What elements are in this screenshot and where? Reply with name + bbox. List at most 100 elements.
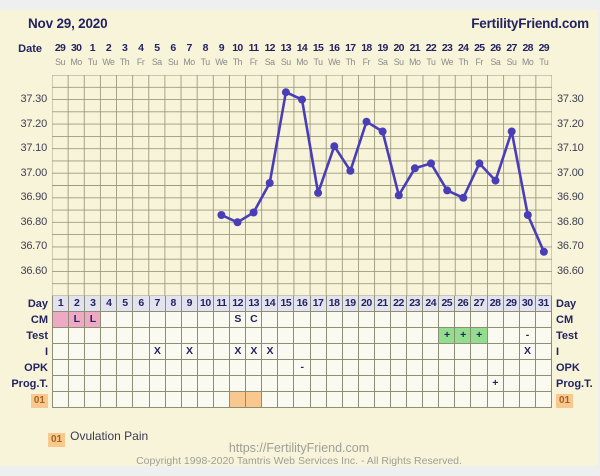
progt-cell-day-25[interactable]: [439, 376, 456, 392]
progt-cell-day-21[interactable]: [374, 376, 391, 392]
progt-cell-day-8[interactable]: [165, 376, 182, 392]
day-cell-day-20[interactable]: 20: [358, 296, 375, 312]
cm-cell-day-3[interactable]: L: [85, 312, 102, 328]
bbt-point[interactable]: [298, 95, 306, 104]
cm-cell-day-30[interactable]: [519, 312, 536, 328]
test-cell-day-21[interactable]: [374, 328, 391, 344]
i-cell-day-25[interactable]: [439, 344, 456, 360]
cm-cell-day-27[interactable]: [471, 312, 488, 328]
opk-cell-day-17[interactable]: [310, 360, 327, 376]
pain-cell-day-27[interactable]: [471, 392, 488, 408]
cm-cell-day-7[interactable]: [149, 312, 166, 328]
opk-cell-day-23[interactable]: [407, 360, 424, 376]
pain-cell-day-7[interactable]: [149, 392, 166, 408]
bbt-point[interactable]: [233, 218, 242, 227]
test-cell-day-18[interactable]: [326, 328, 343, 344]
i-cell-day-20[interactable]: [358, 344, 375, 360]
test-cell-day-30[interactable]: -: [519, 328, 536, 344]
bbt-point[interactable]: [459, 193, 468, 202]
opk-cell-day-15[interactable]: [278, 360, 295, 376]
progt-cell-day-5[interactable]: [117, 376, 134, 392]
i-cell-day-14[interactable]: X: [262, 344, 279, 360]
test-cell-day-6[interactable]: [133, 328, 150, 344]
bbt-point[interactable]: [427, 159, 435, 168]
opk-cell-day-11[interactable]: [213, 360, 231, 376]
opk-cell-day-22[interactable]: [390, 360, 408, 376]
opk-cell-day-20[interactable]: [358, 360, 375, 376]
cm-cell-day-14[interactable]: [262, 312, 279, 328]
test-cell-day-10[interactable]: [197, 328, 214, 344]
opk-cell-day-25[interactable]: [439, 360, 456, 376]
bbt-temperature-chart[interactable]: [52, 75, 552, 296]
i-cell-day-7[interactable]: X: [149, 344, 166, 360]
day-cell-day-31[interactable]: 31: [535, 296, 552, 312]
opk-cell-day-6[interactable]: [133, 360, 150, 376]
test-cell-day-5[interactable]: [117, 328, 134, 344]
opk-cell-day-5[interactable]: [117, 360, 134, 376]
pain-cell-day-11[interactable]: [213, 392, 231, 408]
cm-cell-day-13[interactable]: C: [246, 312, 263, 328]
bbt-point[interactable]: [410, 164, 419, 173]
test-cell-day-4[interactable]: [101, 328, 118, 344]
day-cell-day-21[interactable]: 21: [374, 296, 391, 312]
test-cell-day-27[interactable]: +: [471, 328, 488, 344]
day-cell-day-15[interactable]: 15: [278, 296, 295, 312]
opk-cell-day-2[interactable]: [69, 360, 86, 376]
progt-cell-day-12[interactable]: [230, 376, 247, 392]
pain-cell-day-24[interactable]: [423, 392, 440, 408]
pain-cell-day-6[interactable]: [133, 392, 150, 408]
bbt-point[interactable]: [265, 179, 274, 187]
i-cell-day-10[interactable]: [197, 344, 214, 360]
brand-logo-text[interactable]: FertilityFriend.com: [471, 16, 589, 31]
progt-cell-day-29[interactable]: [503, 376, 520, 392]
day-cell-day-7[interactable]: 7: [149, 296, 166, 312]
i-cell-day-12[interactable]: X: [230, 344, 247, 360]
cm-cell-day-22[interactable]: [390, 312, 408, 328]
day-cell-day-11[interactable]: 11: [213, 296, 231, 312]
day-cell-day-5[interactable]: 5: [117, 296, 134, 312]
pain-cell-day-17[interactable]: [310, 392, 327, 408]
cm-cell-day-25[interactable]: [439, 312, 456, 328]
progt-cell-day-11[interactable]: [213, 376, 231, 392]
opk-cell-day-27[interactable]: [471, 360, 488, 376]
test-cell-day-7[interactable]: [149, 328, 166, 344]
day-cell-day-19[interactable]: 19: [342, 296, 359, 312]
pain-cell-day-12[interactable]: [230, 392, 247, 408]
progt-cell-day-14[interactable]: [262, 376, 279, 392]
day-cell-day-18[interactable]: 18: [326, 296, 343, 312]
progt-cell-day-9[interactable]: [181, 376, 198, 392]
progt-cell-day-13[interactable]: [246, 376, 263, 392]
pain-cell-day-13[interactable]: [246, 392, 263, 408]
bbt-point[interactable]: [378, 127, 387, 136]
pain-cell-day-14[interactable]: [262, 392, 279, 408]
pain-cell-day-10[interactable]: [197, 392, 214, 408]
pain-cell-day-1[interactable]: [52, 392, 70, 408]
i-cell-day-6[interactable]: [133, 344, 150, 360]
opk-cell-day-18[interactable]: [326, 360, 343, 376]
day-cell-day-28[interactable]: 28: [487, 296, 504, 312]
pain-cell-day-31[interactable]: [535, 392, 552, 408]
pain-cell-day-25[interactable]: [439, 392, 456, 408]
test-cell-day-2[interactable]: [69, 328, 86, 344]
progt-cell-day-16[interactable]: [294, 376, 311, 392]
progt-cell-day-30[interactable]: [519, 376, 536, 392]
i-cell-day-26[interactable]: [455, 344, 472, 360]
i-cell-day-22[interactable]: [390, 344, 408, 360]
progt-cell-day-3[interactable]: [85, 376, 102, 392]
pain-cell-day-30[interactable]: [519, 392, 536, 408]
progt-cell-day-15[interactable]: [278, 376, 295, 392]
test-cell-day-24[interactable]: [423, 328, 440, 344]
day-cell-day-27[interactable]: 27: [471, 296, 488, 312]
bbt-point[interactable]: [281, 88, 290, 97]
day-cell-day-14[interactable]: 14: [262, 296, 279, 312]
opk-cell-day-8[interactable]: [165, 360, 182, 376]
opk-cell-day-12[interactable]: [230, 360, 247, 376]
progt-cell-day-2[interactable]: [69, 376, 86, 392]
cm-cell-day-28[interactable]: [487, 312, 504, 328]
progt-cell-day-20[interactable]: [358, 376, 375, 392]
cm-cell-day-23[interactable]: [407, 312, 424, 328]
pain-cell-day-16[interactable]: [294, 392, 311, 408]
progt-cell-day-6[interactable]: [133, 376, 150, 392]
test-cell-day-9[interactable]: [181, 328, 198, 344]
pain-cell-day-20[interactable]: [358, 392, 375, 408]
